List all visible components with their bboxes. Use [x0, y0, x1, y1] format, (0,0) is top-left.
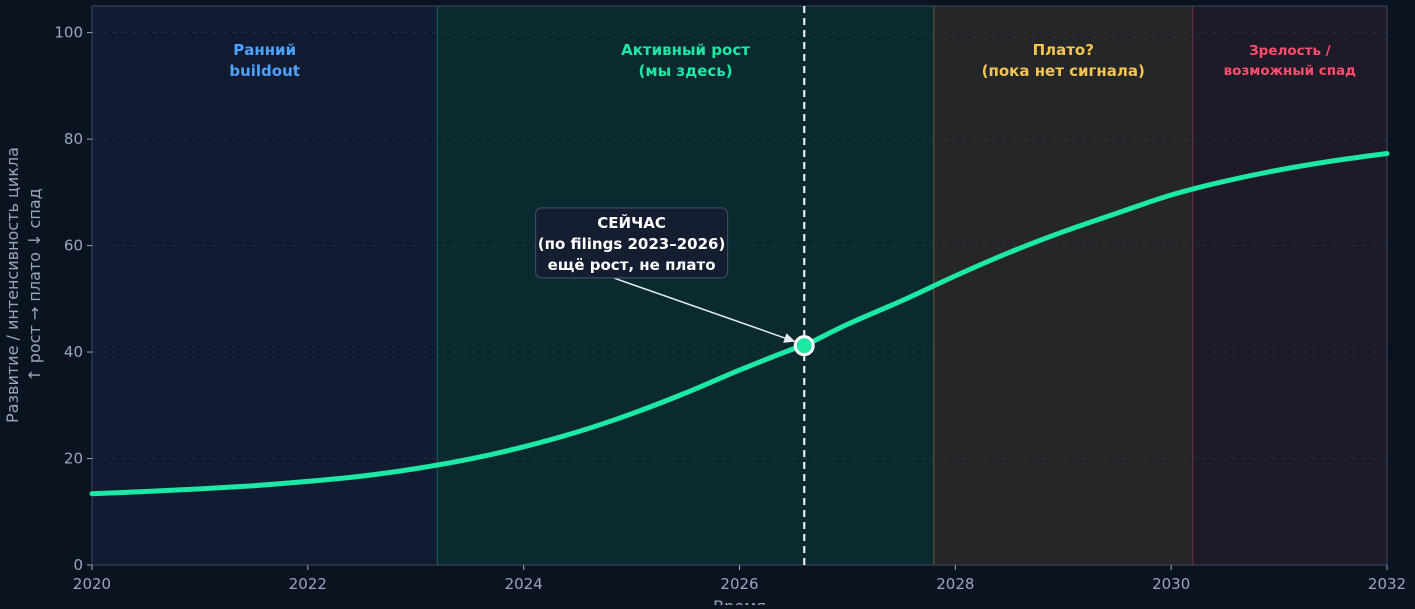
- y-tick-label: 0: [73, 556, 83, 574]
- x-tick-label: 2028: [936, 575, 974, 593]
- zone-label-line: (пока нет сигнала): [982, 62, 1145, 80]
- annotation-line: (по filings 2023–2026): [538, 235, 726, 253]
- zone-label: Активный рост (мы здесь): [621, 41, 750, 80]
- zone-label-line: Плато?: [1033, 41, 1094, 59]
- annotation-arrow: [613, 277, 796, 343]
- y-axis-title: Развитие / интенсивность цикла ↑ рост → п…: [3, 147, 44, 423]
- growth-curve: [89, 151, 1390, 497]
- annotation-line: СЕЙЧАС: [597, 213, 666, 232]
- annotation-line: ещё рост, не плато: [548, 256, 716, 274]
- zone-label-line: (мы здесь): [638, 62, 732, 80]
- y-tick-label: 100: [54, 24, 83, 42]
- x-tick-label: 2024: [505, 575, 543, 593]
- zone-band: [437, 6, 934, 565]
- zone-label-line: Активный рост: [621, 41, 750, 59]
- annotation-arrowhead: [783, 333, 796, 343]
- x-tick-label: 2032: [1368, 575, 1406, 593]
- zone-label-line: buildout: [229, 62, 300, 80]
- x-axis-title: Время: [713, 597, 766, 605]
- x-tick-label: 2020: [73, 575, 111, 593]
- zone-band: [92, 6, 438, 565]
- annotation-box: [534, 207, 729, 279]
- zone-label-line: Ранний: [233, 41, 296, 59]
- zone-label: Плато? (пока нет сигнала): [982, 41, 1145, 80]
- x-tick-label: 2030: [1152, 575, 1190, 593]
- y-axis-title-line: Развитие / интенсивность цикла: [3, 147, 22, 423]
- zone-label: Ранний buildout: [229, 41, 300, 80]
- y-tick-label: 40: [64, 343, 83, 361]
- zone-band: [933, 6, 1193, 565]
- y-tick-label: 20: [64, 450, 83, 468]
- annotation-text: СЕЙЧАС (по filings 2023–2026) ещё рост, не…: [538, 213, 726, 274]
- y-axis-title-line: ↑ рост → плато ↓ спад: [25, 188, 44, 381]
- zone-band: [1192, 6, 1387, 565]
- y-tick-label: 60: [64, 237, 83, 255]
- zone-label-line: возможный спад: [1224, 63, 1357, 79]
- x-tick-label: 2022: [289, 575, 327, 593]
- now-marker-point: [793, 335, 815, 357]
- zone-label-line: Зрелость /: [1249, 43, 1331, 59]
- x-tick-label: 2026: [720, 575, 758, 593]
- zone-label: Зрелость / возможный спад: [1224, 43, 1357, 79]
- y-tick-label: 80: [64, 130, 83, 148]
